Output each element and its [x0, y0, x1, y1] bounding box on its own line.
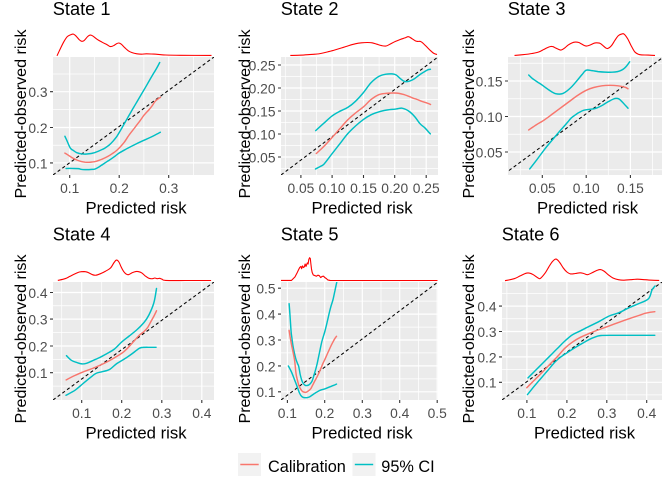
svg-text:0.15: 0.15 [350, 181, 377, 196]
svg-text:Predicted risk: Predicted risk [534, 424, 636, 443]
svg-text:0.3: 0.3 [159, 181, 179, 196]
svg-text:Predicted-observed risk: Predicted-observed risk [460, 254, 478, 424]
svg-text:0.1: 0.1 [256, 385, 275, 400]
svg-text:0.05: 0.05 [476, 145, 503, 160]
svg-text:0.15: 0.15 [249, 104, 276, 119]
svg-text:0.4: 0.4 [390, 406, 410, 421]
svg-text:0.25: 0.25 [249, 58, 276, 73]
svg-text:0.2: 0.2 [256, 359, 275, 374]
svg-text:0.4: 0.4 [256, 308, 276, 323]
svg-text:Predicted-observed risk: Predicted-observed risk [12, 29, 30, 199]
svg-text:Predicted-observed risk: Predicted-observed risk [12, 254, 30, 424]
svg-text:0.5: 0.5 [428, 406, 448, 421]
svg-text:0.15: 0.15 [617, 181, 644, 196]
svg-text:Predicted risk: Predicted risk [311, 424, 413, 443]
svg-text:Predicted-observed risk: Predicted-observed risk [236, 254, 254, 424]
svg-text:State 2: State 2 [281, 0, 339, 19]
svg-text:0.2: 0.2 [28, 339, 47, 354]
svg-text:0.3: 0.3 [597, 406, 617, 421]
svg-text:Predicted-observed risk: Predicted-observed risk [236, 29, 254, 199]
svg-text:0.3: 0.3 [152, 406, 172, 421]
svg-text:0.05: 0.05 [287, 181, 314, 196]
svg-text:0.3: 0.3 [353, 406, 373, 421]
svg-text:0.10: 0.10 [476, 110, 503, 125]
svg-text:0.1: 0.1 [477, 376, 496, 391]
svg-text:State 3: State 3 [508, 0, 566, 19]
svg-text:0.3: 0.3 [477, 325, 497, 340]
svg-text:0.4: 0.4 [637, 406, 657, 421]
svg-text:0.3: 0.3 [28, 313, 48, 328]
svg-text:0.20: 0.20 [249, 81, 276, 96]
svg-text:Predicted risk: Predicted risk [537, 198, 639, 217]
svg-text:Predicted-observed risk: Predicted-observed risk [460, 29, 478, 199]
svg-text:0.1: 0.1 [517, 406, 536, 421]
svg-text:0.1: 0.1 [60, 181, 79, 196]
svg-text:0.10: 0.10 [573, 181, 600, 196]
svg-text:0.3: 0.3 [28, 85, 48, 100]
svg-text:0.2: 0.2 [557, 406, 576, 421]
svg-text:0.4: 0.4 [192, 406, 212, 421]
svg-text:0.2: 0.2 [477, 350, 496, 365]
svg-text:State 1: State 1 [53, 0, 111, 19]
svg-text:Predicted risk: Predicted risk [85, 424, 187, 443]
svg-text:0.15: 0.15 [476, 74, 503, 89]
svg-text:State 4: State 4 [53, 225, 111, 245]
svg-text:0.20: 0.20 [381, 181, 408, 196]
svg-text:95% CI: 95% CI [381, 458, 434, 476]
svg-text:0.10: 0.10 [319, 181, 346, 196]
svg-text:0.5: 0.5 [256, 282, 276, 297]
svg-text:0.2: 0.2 [28, 121, 47, 136]
svg-text:0.1: 0.1 [28, 366, 47, 381]
svg-text:0.25: 0.25 [413, 181, 440, 196]
svg-text:Predicted risk: Predicted risk [85, 198, 187, 217]
svg-text:0.3: 0.3 [256, 333, 276, 348]
svg-text:0.05: 0.05 [529, 181, 556, 196]
svg-text:0.2: 0.2 [112, 406, 131, 421]
svg-text:0.1: 0.1 [278, 406, 297, 421]
svg-text:0.2: 0.2 [315, 406, 334, 421]
svg-text:Predicted risk: Predicted risk [311, 198, 413, 217]
svg-text:0.2: 0.2 [110, 181, 129, 196]
svg-text:0.1: 0.1 [28, 156, 47, 171]
svg-text:0.05: 0.05 [249, 150, 276, 165]
svg-text:0.4: 0.4 [28, 286, 48, 301]
svg-text:State 6: State 6 [502, 225, 560, 245]
svg-text:0.10: 0.10 [249, 127, 276, 142]
svg-text:0.4: 0.4 [477, 300, 497, 315]
svg-text:State 5: State 5 [281, 225, 339, 245]
svg-text:0.1: 0.1 [72, 406, 91, 421]
svg-text:Calibration: Calibration [268, 458, 346, 476]
